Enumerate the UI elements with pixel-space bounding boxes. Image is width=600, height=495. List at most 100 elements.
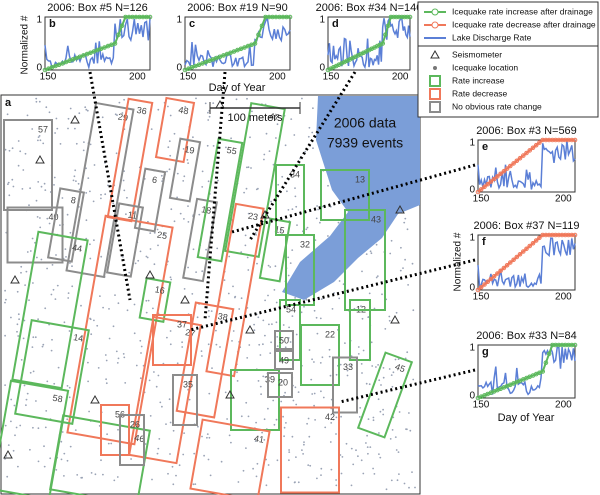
icequake-dot: [245, 401, 248, 404]
rate-marker: [495, 174, 500, 179]
icequake-dot: [313, 392, 316, 395]
icequake-dot: [18, 318, 20, 321]
icequake-dot: [17, 465, 19, 468]
icequake-dot: [67, 297, 70, 299]
box-label: 44: [71, 242, 83, 254]
icequake-dot: [66, 459, 69, 462]
icequake-dot: [367, 452, 369, 455]
icequake-dot: [295, 205, 298, 208]
icequake-dot: [89, 190, 91, 193]
icequake-dot: [360, 305, 362, 308]
icequake-dot: [352, 463, 355, 466]
box-group: 46: [48, 414, 152, 495]
icequake-dot: [7, 183, 9, 186]
rate-marker: [491, 274, 497, 279]
icequake-dot: [263, 153, 266, 156]
icequake-dot: [372, 467, 374, 470]
icequake-dot: [275, 301, 278, 304]
icequake-dot: [25, 398, 28, 401]
box-group: 11: [105, 202, 145, 278]
rate-marker: [491, 176, 497, 182]
icequake-dot: [43, 445, 45, 448]
icequake-dot: [379, 456, 382, 459]
icequake-dot: [56, 127, 59, 130]
map-box: [65, 101, 135, 279]
inset-title: 2006: Box #5 N=126: [47, 2, 148, 14]
icequake-dot: [31, 346, 34, 348]
icequake-dot: [247, 166, 250, 169]
icequake-dot: [36, 216, 39, 218]
map-box: [274, 330, 294, 350]
icequake-dot: [379, 410, 382, 413]
icequake-dot: [153, 371, 155, 373]
icequake-dot: [276, 123, 279, 126]
icequake-dot: [285, 422, 287, 424]
icequake-dot: [201, 170, 204, 173]
y-tick-label: 1: [469, 138, 475, 149]
icequake-dot: [209, 474, 212, 477]
icequake-dot: [55, 469, 58, 471]
icequake-dot: [74, 169, 77, 172]
icequake-dot: [271, 323, 273, 325]
icequake-dot: [339, 363, 342, 366]
icequake-dot: [294, 297, 296, 299]
icequake-dot: [20, 265, 23, 268]
icequake-dot: [63, 475, 65, 477]
icequake-dot: [100, 197, 102, 200]
icequake-dot: [12, 185, 15, 188]
rate-marker: [517, 155, 523, 161]
icequake-dot: [37, 460, 40, 463]
icequake-dot: [232, 330, 235, 332]
icequake-dot: [372, 419, 375, 422]
icequake-dot: [67, 117, 70, 120]
icequake-dot: [377, 364, 379, 366]
seismometer: [3, 449, 13, 459]
icequake-dot: [6, 475, 9, 478]
icequake-dot: [237, 481, 240, 483]
icequake-dot: [4, 148, 7, 151]
seismometer: [180, 294, 190, 304]
lake: [282, 96, 420, 300]
icequake-dot: [335, 373, 338, 376]
icequake-dot: [32, 370, 35, 373]
icequake-dot: [38, 135, 41, 137]
icequake-dot: [255, 234, 257, 236]
icequake-dot: [61, 431, 64, 433]
icequake-dot: [53, 382, 56, 385]
icequake-dot: [24, 152, 27, 155]
y-tick-label: 0: [176, 63, 182, 74]
x-tick-label: 150: [180, 72, 197, 83]
icequake-dot: [134, 210, 137, 213]
icequake-dot: [409, 429, 412, 432]
icequake-dot: [294, 386, 297, 389]
rate-marker: [511, 257, 516, 263]
map-box: [11, 230, 89, 390]
box-group: 29: [65, 101, 135, 279]
icequake-dot: [207, 111, 209, 114]
icequake-dot: [87, 380, 89, 383]
icequake-dot: [313, 404, 315, 407]
icequake-dot: [280, 400, 283, 403]
icequake-dot: [169, 453, 171, 455]
icequake-dot: [69, 107, 72, 110]
icequake-dot: [157, 447, 160, 450]
icequake-dot: [61, 197, 64, 199]
icequake-dot: [370, 341, 373, 344]
icequake-dot: [54, 132, 56, 134]
seismometer: [10, 274, 20, 284]
icequake-dot: [15, 426, 18, 429]
box-label: 19: [184, 144, 196, 156]
icequake-dot: [19, 150, 22, 153]
icequake-dot: [34, 336, 37, 339]
icequake-dot: [200, 350, 203, 352]
icequake-dot: [87, 177, 90, 180]
icequake-dot: [116, 476, 119, 478]
icequake-dot: [125, 213, 127, 216]
icequake-dot: [313, 361, 315, 363]
icequake-dot: [193, 452, 196, 455]
icequake-dot: [153, 232, 156, 234]
panel-letter: c: [189, 18, 195, 30]
icequake-dot: [4, 424, 7, 427]
icequake-dot: [187, 266, 190, 269]
rate-marker: [478, 187, 484, 192]
